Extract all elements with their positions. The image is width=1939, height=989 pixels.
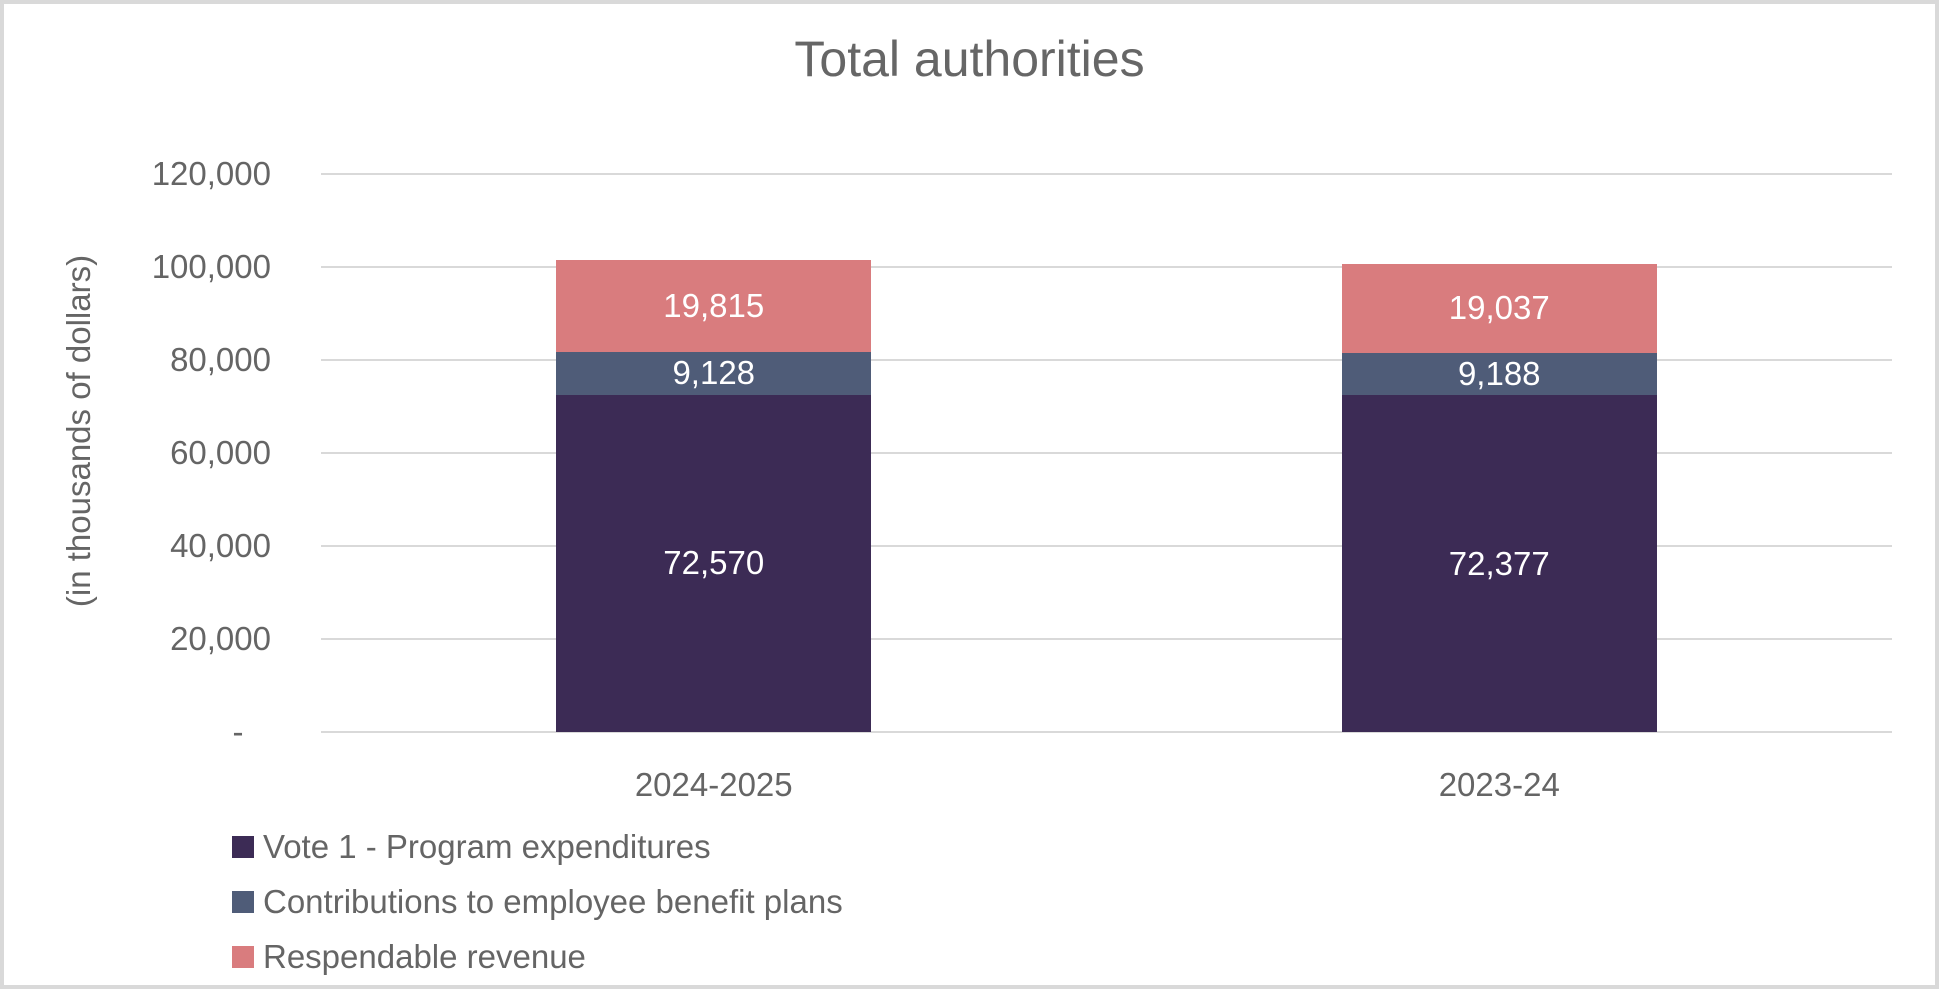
legend-label: Contributions to employee benefit plans bbox=[263, 883, 843, 920]
legend-item: Vote 1 - Program expenditures bbox=[232, 828, 843, 865]
gridline bbox=[321, 452, 1892, 454]
y-tick-label: 20,000 bbox=[170, 620, 271, 657]
x-tick-label: 2024-2025 bbox=[634, 766, 793, 803]
bar-segment: 9,188 bbox=[1341, 352, 1657, 396]
bar-segment: 19,815 bbox=[556, 259, 872, 353]
bar-segment-label: 9,188 bbox=[1457, 355, 1541, 393]
bar-segment-label: 9,128 bbox=[672, 354, 756, 392]
gridline bbox=[321, 266, 1892, 268]
y-tick-label: 40,000 bbox=[170, 527, 271, 564]
legend-label: Vote 1 - Program expenditures bbox=[263, 828, 711, 865]
bar-segment-label: 72,570 bbox=[663, 544, 765, 582]
gridline bbox=[321, 731, 1892, 733]
bar-segment: 19,037 bbox=[1341, 264, 1657, 353]
bar-segment: 72,570 bbox=[556, 394, 872, 732]
bar-segment: 72,377 bbox=[1341, 395, 1657, 732]
legend-swatch-icon bbox=[232, 946, 254, 968]
y-tick-label: 80,000 bbox=[170, 341, 271, 378]
bar-segment-label: 72,377 bbox=[1448, 544, 1550, 582]
legend-label: Respendable revenue bbox=[263, 938, 586, 975]
legend: Vote 1 - Program expenditures Contributio… bbox=[232, 828, 843, 985]
bar-segment-label: 19,815 bbox=[663, 287, 765, 325]
gridline bbox=[321, 359, 1892, 361]
legend-swatch-icon bbox=[232, 836, 254, 858]
legend-item: Contributions to employee benefit plans bbox=[232, 883, 843, 920]
legend-item: Respendable revenue bbox=[232, 938, 843, 975]
gridline bbox=[321, 173, 1892, 175]
bar-segment: 9,128 bbox=[556, 352, 872, 395]
plot-area: 72,570 9,128 19,815 72,377 9,188 19,037 bbox=[321, 173, 1892, 733]
y-tick-label: 60,000 bbox=[170, 434, 271, 471]
bar-segment-label: 19,037 bbox=[1448, 289, 1550, 327]
gridline bbox=[321, 638, 1892, 640]
y-tick-label: - bbox=[232, 713, 271, 750]
x-tick-label: 2023-24 bbox=[1438, 766, 1560, 803]
gridline bbox=[321, 545, 1892, 547]
chart-title: Total authorities bbox=[794, 31, 1145, 87]
legend-swatch-icon bbox=[232, 891, 254, 913]
y-tick-label: 100,000 bbox=[151, 248, 271, 285]
y-tick-label: 120,000 bbox=[151, 155, 271, 192]
